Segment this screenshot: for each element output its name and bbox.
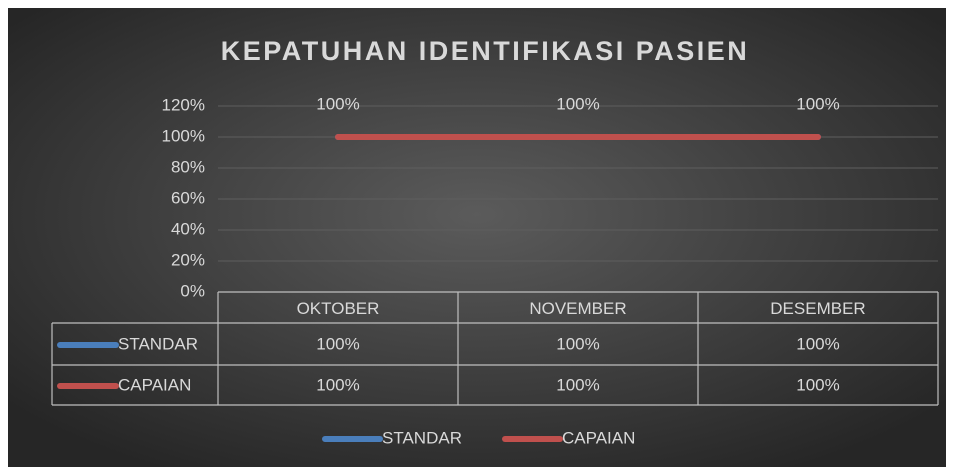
legend-label: CAPAIAN (562, 428, 635, 447)
x-tick-label: NOVEMBER (529, 299, 626, 318)
data-label: 100% (796, 94, 839, 113)
y-tick-label: 120% (162, 95, 205, 114)
table-cell: 100% (796, 375, 839, 394)
y-tick-label: 40% (171, 219, 205, 238)
table-row-header: CAPAIAN (118, 375, 191, 394)
chart-background (8, 8, 946, 467)
table-cell: 100% (316, 375, 359, 394)
table-cell: 100% (556, 334, 599, 353)
x-tick-label: DESEMBER (770, 299, 865, 318)
table-row-header: STANDAR (118, 334, 198, 353)
legend-label: STANDAR (382, 428, 462, 447)
data-label: 100% (316, 94, 359, 113)
y-tick-label: 100% (162, 126, 205, 145)
chart-title: KEPATUHAN IDENTIFIKASI PASIEN (221, 36, 750, 66)
table-cell: 100% (556, 375, 599, 394)
table-cell: 100% (796, 334, 839, 353)
x-tick-label: OKTOBER (297, 299, 380, 318)
y-tick-label: 60% (171, 188, 205, 207)
data-label: 100% (556, 94, 599, 113)
table-cell: 100% (316, 334, 359, 353)
y-tick-label: 20% (171, 250, 205, 269)
y-tick-label: 80% (171, 157, 205, 176)
y-tick-label: 0% (180, 281, 205, 300)
